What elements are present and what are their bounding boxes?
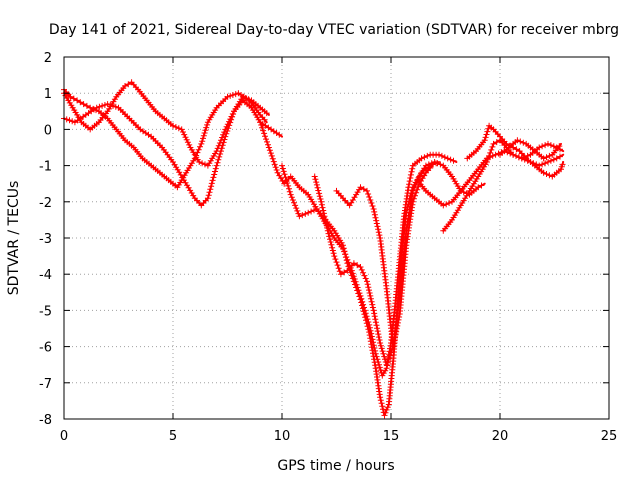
y-tick-label: -6 <box>39 341 52 356</box>
y-tick-label: -5 <box>39 304 52 319</box>
satellite-track-8-line <box>416 150 565 207</box>
y-tick-label: -4 <box>39 268 52 283</box>
axis-ticks: 0 5 10 15 20 25 -8 -7 -6 -5 -4 -3 -2 -1 0 1 2 <box>39 51 617 444</box>
y-tick-label: -2 <box>39 196 52 211</box>
satellite-track-7-markers <box>333 165 434 350</box>
y-axis-label: SDTVAR / TECUs <box>6 181 22 296</box>
x-tick-label: 0 <box>60 429 68 444</box>
y-tick-label: -7 <box>39 377 52 392</box>
y-tick-label: -1 <box>39 160 52 175</box>
satellite-track-7 <box>333 164 434 350</box>
y-tick-label: 1 <box>44 87 52 102</box>
x-tick-label: 20 <box>492 429 509 444</box>
satellite-track-10-markers <box>464 122 566 180</box>
y-tick-label: 2 <box>44 51 52 66</box>
y-tick-label: -3 <box>39 232 52 247</box>
y-tick-label: -8 <box>39 413 52 428</box>
x-tick-label: 15 <box>383 429 400 444</box>
chart-title: Day 141 of 2021, Sidereal Day-to-day VTE… <box>49 22 619 38</box>
x-tick-label: 25 <box>601 429 618 444</box>
satellite-track-11 <box>497 137 563 162</box>
satellite-track-2 <box>61 93 270 209</box>
x-tick-label: 10 <box>274 429 291 444</box>
x-tick-label: 5 <box>169 429 177 444</box>
data-series-group <box>61 79 566 419</box>
satellite-track-11-markers <box>497 137 563 162</box>
satellite-track-10 <box>464 122 566 180</box>
x-axis-label: GPS time / hours <box>277 458 394 474</box>
y-tick-label: 0 <box>44 123 52 138</box>
